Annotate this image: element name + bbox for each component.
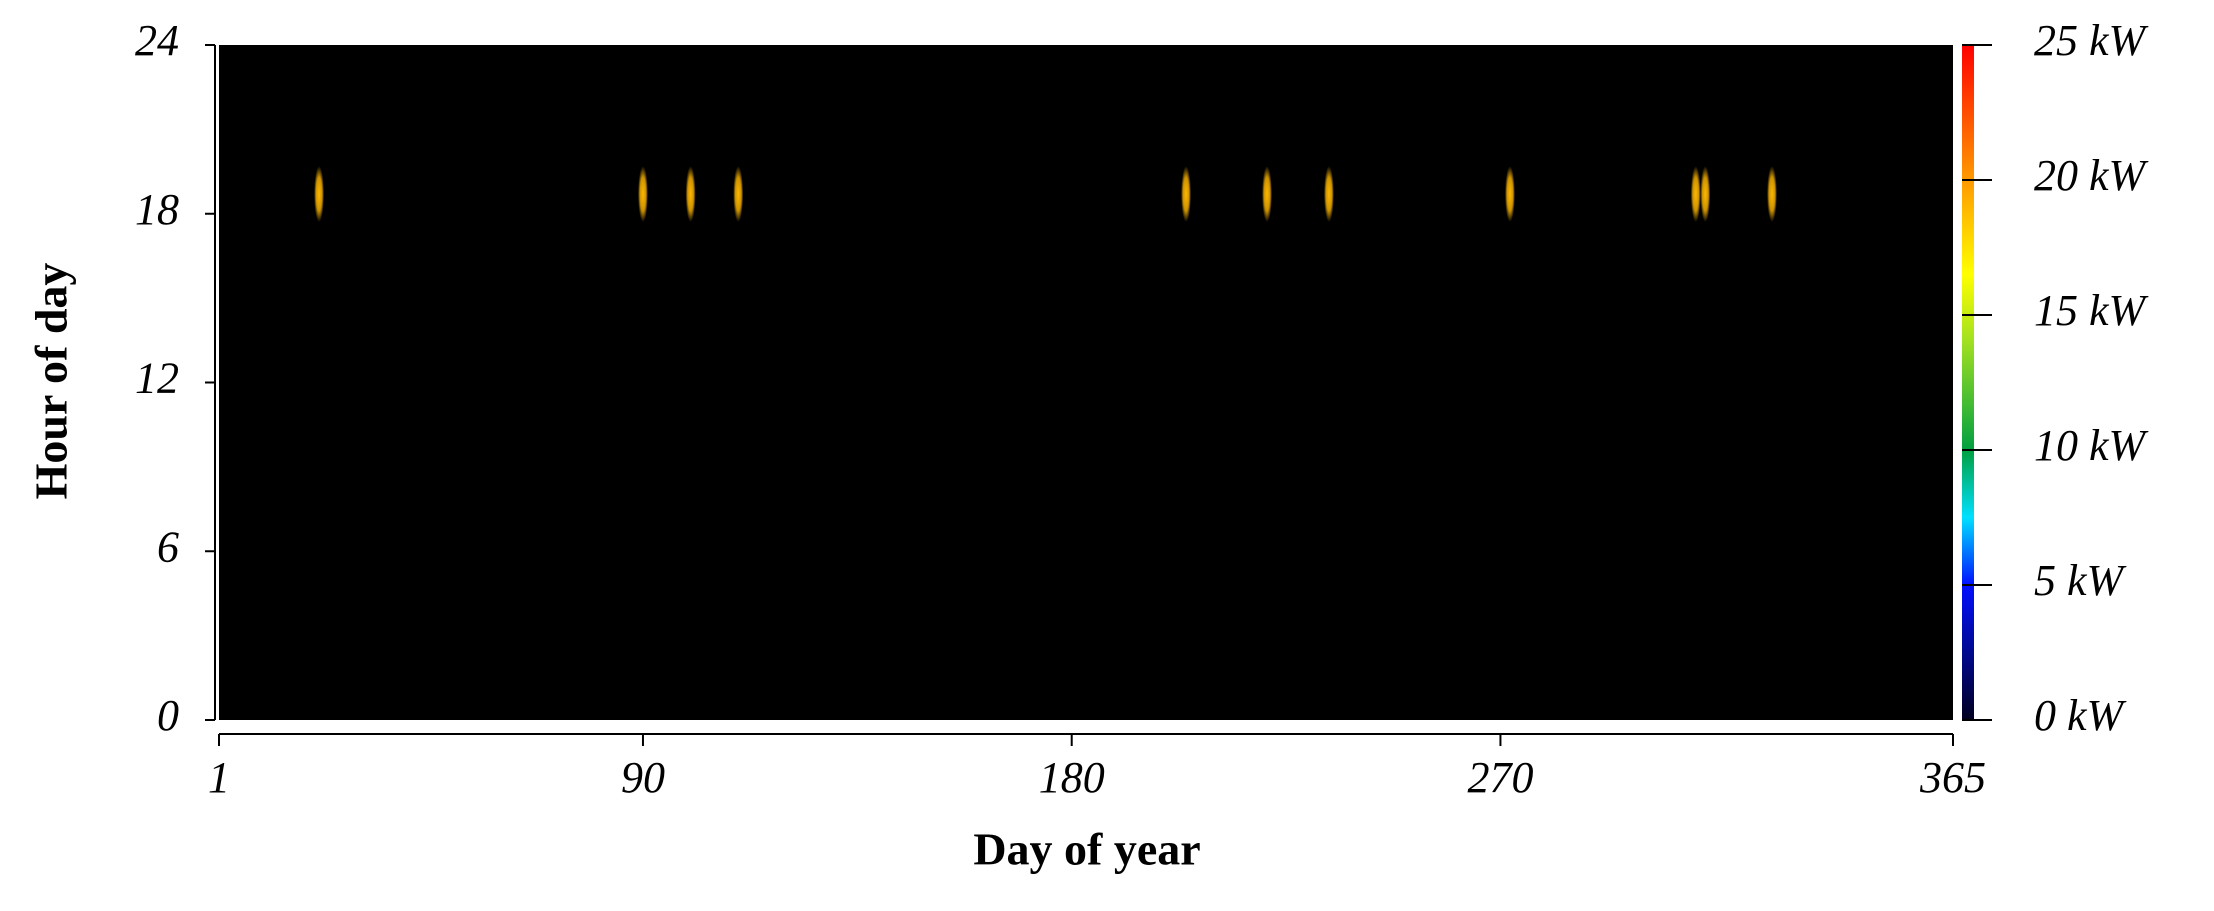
colorbar [1962, 45, 1974, 720]
colorbar-tick-label: 15 kW [2034, 286, 2149, 335]
x-tick-label: 1 [208, 753, 230, 802]
heat-cell [1181, 166, 1192, 223]
x-axis-title: Day of year [973, 824, 1200, 875]
y-tick-label: 12 [135, 354, 179, 403]
plot-background [219, 45, 1953, 720]
colorbar-tick-label: 10 kW [2034, 421, 2149, 470]
heat-cell [1700, 166, 1711, 223]
x-tick-label: 180 [1039, 753, 1105, 802]
colorbar-tick-label: 5 kW [2034, 556, 2127, 605]
x-tick-label: 270 [1467, 753, 1533, 802]
colorbar-tick-label: 0 kW [2034, 691, 2127, 740]
x-tick-label: 365 [1919, 753, 1986, 802]
heat-cell [685, 166, 696, 223]
y-tick-label: 18 [135, 185, 179, 234]
y-axis-title: Hour of day [26, 263, 77, 500]
heat-cell [1504, 166, 1515, 223]
x-tick-label: 90 [621, 753, 665, 802]
heat-cell [1323, 166, 1334, 223]
heat-cell [1262, 166, 1273, 223]
heat-cell [637, 166, 648, 223]
colorbar-tick-label: 20 kW [2034, 151, 2149, 200]
y-tick-label: 6 [157, 522, 179, 571]
heat-cell [1766, 166, 1777, 223]
colorbar-tick-label: 25 kW [2034, 16, 2149, 65]
heat-cell [314, 166, 325, 223]
y-tick-label: 24 [135, 16, 179, 65]
y-tick-label: 0 [157, 691, 179, 740]
heat-cell [733, 166, 744, 223]
heat-cell [1690, 166, 1701, 223]
